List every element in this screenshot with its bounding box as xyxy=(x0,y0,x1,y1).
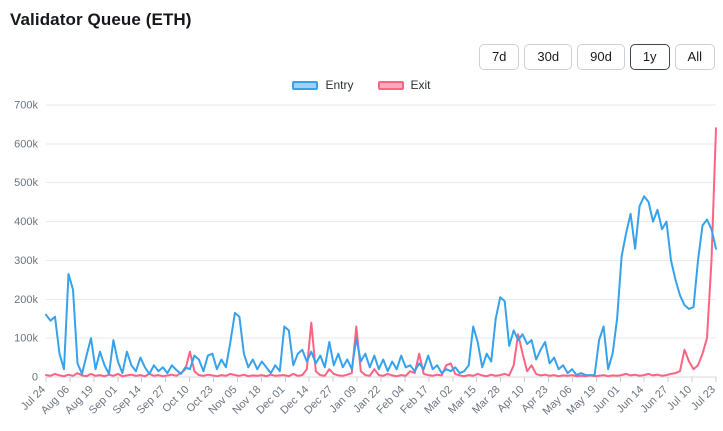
chart-area[interactable]: 0 100k 200k 300k 400k 500k 600k 700k Jul 24 Aug 0… xyxy=(0,96,723,431)
y-axis-tick-label: 200k xyxy=(14,294,38,306)
range-button-all[interactable]: All xyxy=(674,44,715,70)
y-axis-tick-label: 500k xyxy=(14,177,38,189)
series-line-exit xyxy=(45,127,717,378)
range-button-7d[interactable]: 7d xyxy=(478,44,520,70)
time-range-selector: 7d 30d 90d 1y All xyxy=(478,44,715,70)
x-axis-tick-label: Jul 10 xyxy=(665,384,694,413)
legend-item-exit[interactable]: Exit xyxy=(377,78,431,92)
legend-item-entry[interactable]: Entry xyxy=(292,78,354,92)
y-axis-tick-label: 100k xyxy=(14,333,38,345)
chart-legend: Entry Exit xyxy=(0,78,723,92)
entry-swatch-icon xyxy=(292,80,319,90)
exit-swatch-icon xyxy=(377,80,404,90)
page-title: Validator Queue (ETH) xyxy=(10,10,192,29)
y-axis-tick-label: 400k xyxy=(14,216,38,228)
y-axis-tick-label: 700k xyxy=(14,100,38,112)
y-axis-tick-label: 600k xyxy=(14,138,38,150)
x-axis-tick-label: Jul 23 xyxy=(689,384,718,413)
legend-label-entry: Entry xyxy=(325,78,354,92)
range-button-30d[interactable]: 30d xyxy=(524,44,573,70)
range-button-90d[interactable]: 90d xyxy=(577,44,625,70)
y-axis-tick-label: 300k xyxy=(14,255,38,267)
range-button-1y[interactable]: 1y xyxy=(629,44,670,70)
series-line-entry xyxy=(45,195,717,377)
y-axis-tick-label: 0 xyxy=(32,372,38,384)
x-axis-tick-label: Jun 27 xyxy=(638,384,670,416)
legend-label-exit: Exit xyxy=(410,78,431,92)
